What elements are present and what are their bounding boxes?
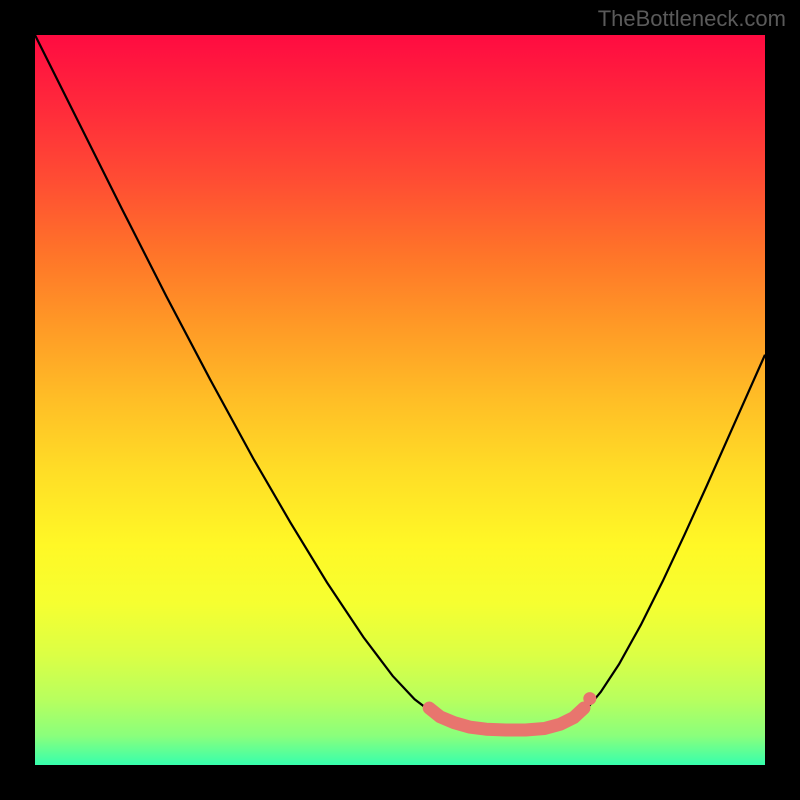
plot-area — [35, 35, 765, 765]
highlight-band — [429, 708, 584, 730]
curve-layer — [35, 35, 765, 765]
highlight-dot — [583, 692, 596, 705]
watermark-text: TheBottleneck.com — [598, 6, 786, 32]
bottleneck-curve — [35, 35, 765, 730]
